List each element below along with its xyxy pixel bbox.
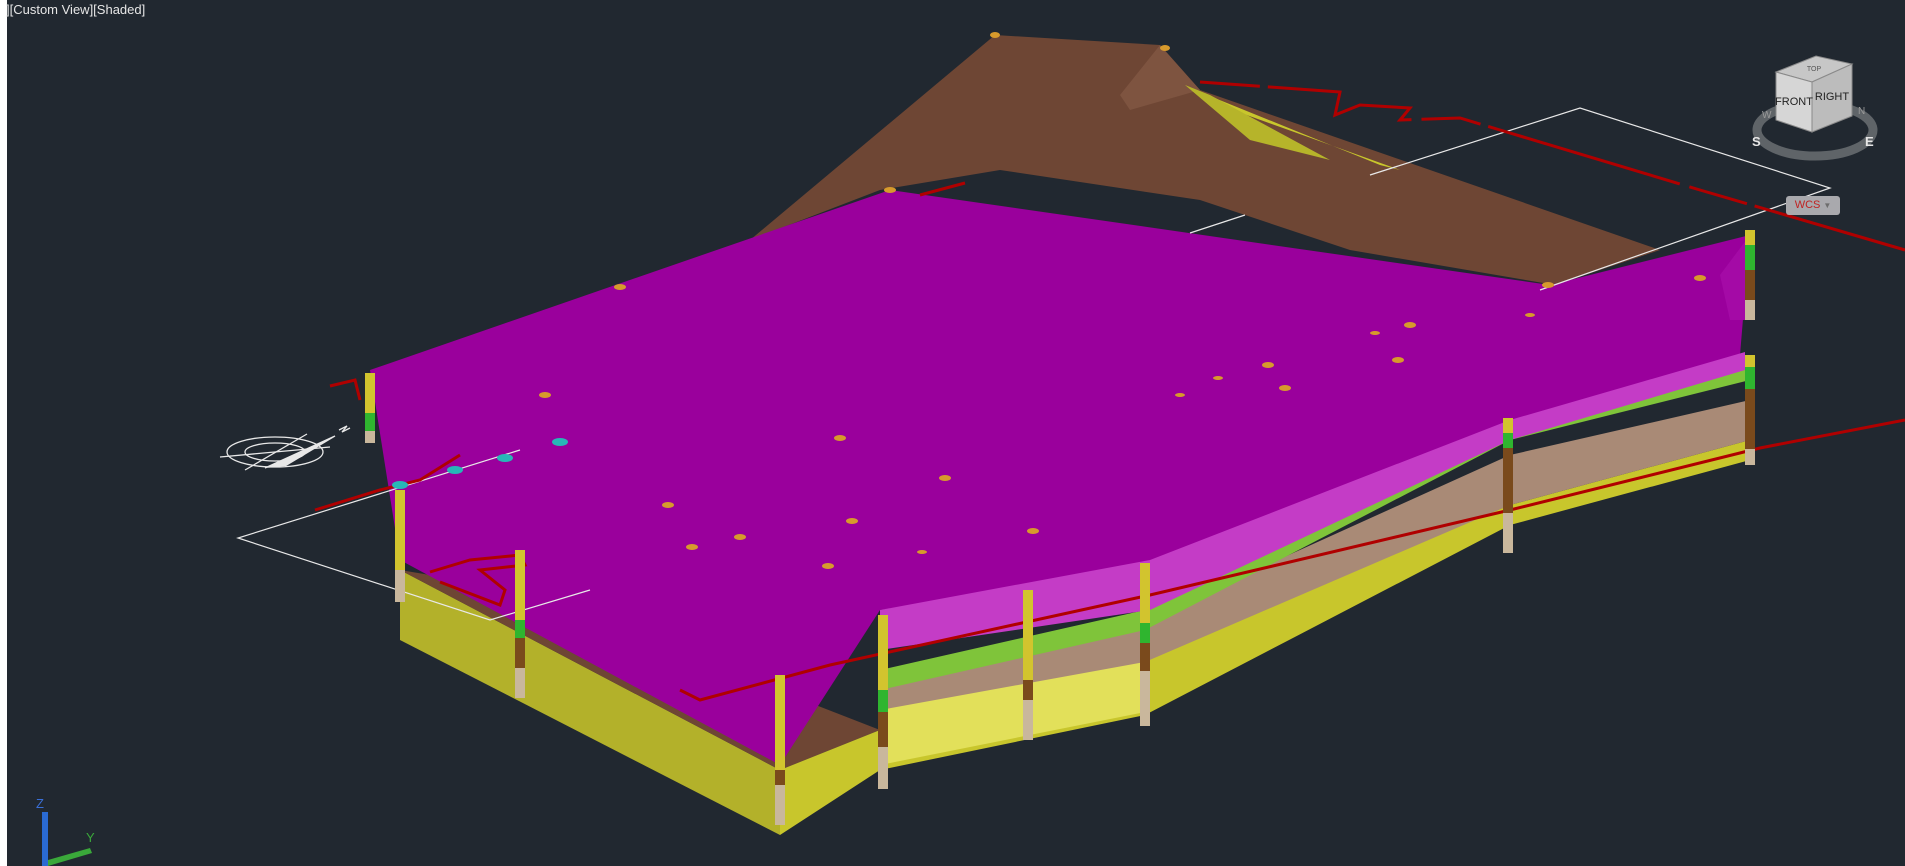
top-magenta-edge	[880, 352, 1745, 650]
compass-west[interactable]: W	[1762, 110, 1772, 121]
borehole	[395, 490, 405, 602]
viewcube[interactable]: FRONT RIGHT TOP S E W N	[1730, 50, 1905, 170]
road-alignment-loop	[429, 553, 528, 607]
cyan-markers	[392, 438, 568, 489]
borehole	[1745, 230, 1755, 320]
road-alignment-top	[1199, 80, 1905, 252]
borehole	[365, 373, 375, 443]
chevron-down-icon: ▼	[1823, 201, 1832, 210]
borehole	[1140, 563, 1150, 726]
viewcube-right-face[interactable]	[1811, 63, 1853, 133]
rear-brown-highlight	[1120, 45, 1200, 110]
compass-north[interactable]: N	[1858, 106, 1865, 117]
rear-brown-surface	[750, 35, 1660, 285]
viewport-left-border	[0, 0, 7, 866]
top-magenta-edge-right	[1720, 235, 1750, 320]
borehole	[775, 675, 785, 825]
ucs-y-axis	[48, 848, 92, 866]
left-yellow-wall	[400, 570, 780, 835]
north-arrow-icon	[219, 425, 351, 471]
road-alignment-top-left	[919, 181, 966, 197]
ucs-z-label: Z	[36, 796, 44, 811]
ucs-icon: Z Y	[36, 796, 95, 866]
borehole	[878, 615, 888, 789]
road-alignment-corner	[329, 378, 362, 401]
viewcube-top-label: TOP	[1807, 66, 1822, 73]
viewcube-front-label: FRONT	[1775, 96, 1813, 108]
borehole-columns	[365, 230, 1755, 825]
ucs-z-axis	[42, 812, 48, 866]
borehole	[515, 550, 525, 698]
borehole	[1023, 590, 1033, 740]
survey-points	[539, 32, 1706, 569]
borehole	[1745, 355, 1755, 465]
ucs-y-label: Y	[86, 830, 95, 845]
top-magenta-surface	[370, 190, 1750, 765]
parcel-outline-right	[1369, 107, 1832, 291]
borehole	[1503, 418, 1513, 553]
viewport-controls-label[interactable]: ][Custom View][Shaded]	[6, 2, 146, 17]
parcel-outline-mid	[1189, 214, 1246, 234]
rear-yellow-wedge	[1185, 85, 1330, 160]
viewcube-right-label: RIGHT	[1815, 91, 1850, 103]
ucs-menu-label: WCS	[1794, 199, 1821, 211]
parcel-outline-left	[236, 449, 591, 621]
compass-east[interactable]: E	[1865, 134, 1874, 149]
front-yellow-bright	[880, 660, 1145, 765]
compass-south[interactable]: S	[1752, 134, 1761, 149]
ucs-menu-button[interactable]: WCS ▼	[1786, 196, 1840, 215]
